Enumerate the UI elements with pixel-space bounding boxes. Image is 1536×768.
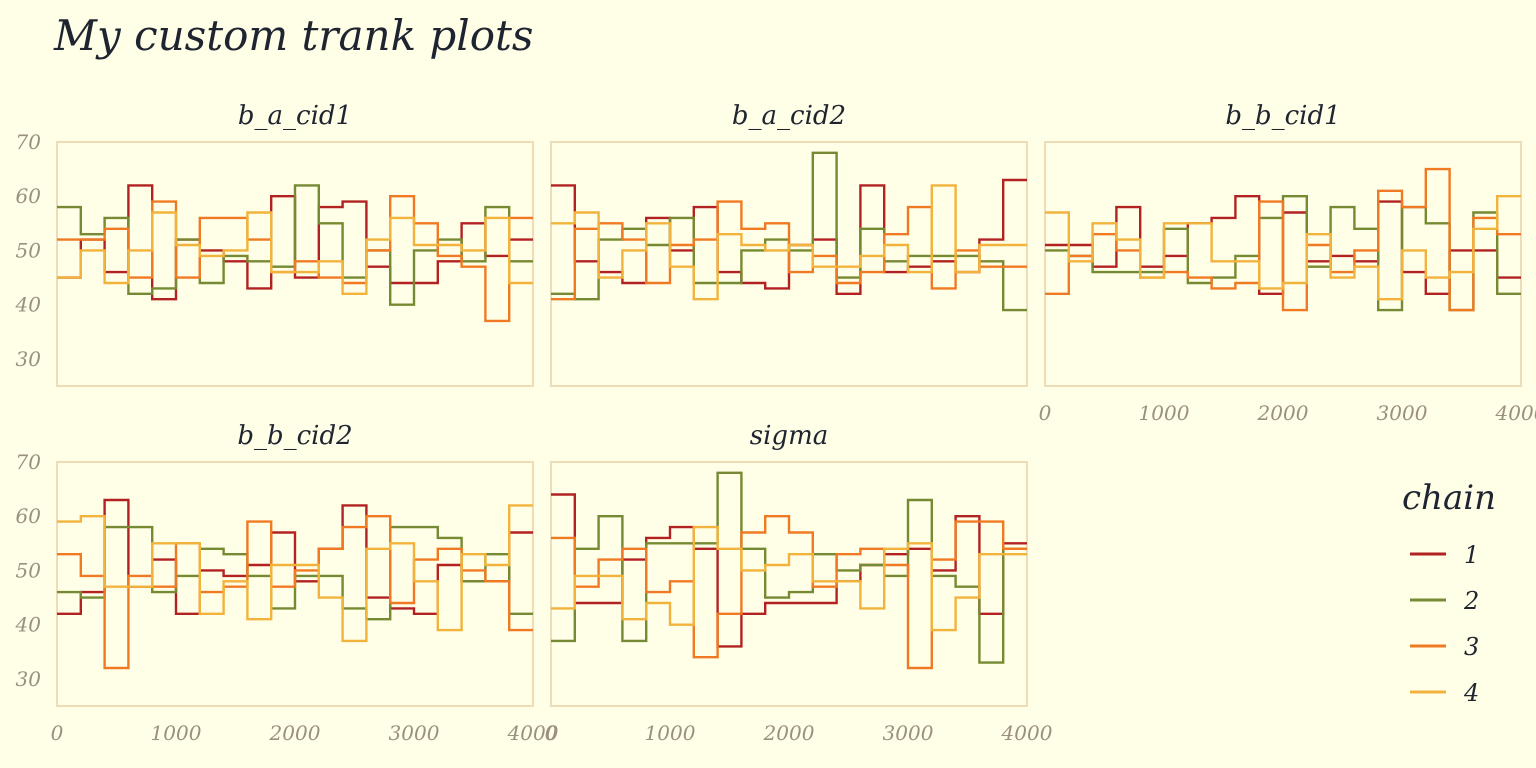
facet-title-b-a-cid1: b_a_cid1 [238, 101, 352, 131]
trace-chain-2-b-b-cid1 [1045, 195, 1521, 312]
facet-title-sigma: sigma [750, 421, 828, 451]
panel-frame [56, 461, 534, 707]
facet-title-b-a-cid2: b_a_cid2 [732, 101, 846, 131]
y-tick-label: 70 [16, 450, 42, 474]
x-tick-label: 3000 [883, 721, 934, 745]
legend-label-chain-3: 3 [1464, 633, 1479, 661]
y-tick-label: 30 [16, 347, 42, 371]
facet-title-b-b-cid2: b_b_cid2 [237, 421, 352, 451]
panel-frame [550, 141, 1028, 387]
panel-b-a-cid1: b_a_cid1 30 40 50 60 70 [15, 101, 534, 387]
y-tick-label: 70 [16, 130, 42, 154]
panel-frame [56, 141, 534, 387]
panel-b-a-cid2: b_a_cid2 [550, 101, 1028, 387]
trace-chain-4-b-a-cid2 [551, 184, 1027, 301]
x-tick-label: 4000 [1495, 401, 1536, 425]
chart-title: My custom trank plots [53, 11, 533, 60]
y-tick-label: 50 [16, 238, 42, 262]
panel-sigma: sigma 0 1000 2000 3000 4000 [545, 421, 1053, 745]
trace-chain-2-b-a-cid1 [57, 184, 533, 306]
x-tick-label: 1000 [1139, 401, 1190, 425]
legend-label-chain-1: 1 [1464, 541, 1479, 569]
panel-frame [550, 461, 1028, 707]
x-tick-label: 2000 [763, 721, 815, 745]
trace-chain-4-sigma [551, 525, 1027, 632]
y-tick-label: 40 [15, 293, 42, 317]
legend-title: chain [1402, 478, 1496, 518]
legend-label-chain-2: 2 [1463, 587, 1479, 615]
x-tick-label: 2000 [1257, 401, 1309, 425]
y-tick-label: 50 [16, 558, 42, 582]
y-tick-label: 60 [16, 504, 42, 528]
chain-legend: chain 1 2 3 4 [1402, 478, 1496, 707]
panel-b-b-cid2: b_b_cid2 30 40 50 60 70 0 1000 2000 3000 4000 [15, 421, 559, 745]
panel-b-b-cid1: b_b_cid1 0 1000 2000 3000 4000 [1039, 101, 1536, 425]
x-tick-label: 4000 [1001, 721, 1053, 745]
trace-chain-3-b-b-cid1 [1045, 167, 1521, 312]
trace-chain-4-b-b-cid2 [57, 504, 533, 643]
trace-chain-3-b-b-cid2 [57, 515, 533, 670]
x-tick-label: 0 [1039, 401, 1052, 425]
x-tick-label: 3000 [389, 721, 440, 745]
y-tick-label: 60 [16, 184, 42, 208]
x-tick-label: 1000 [645, 721, 696, 745]
trace-chain-4-b-b-cid1 [1045, 195, 1521, 301]
legend-label-chain-4: 4 [1463, 679, 1479, 707]
y-tick-label: 30 [16, 667, 42, 691]
x-tick-label: 1000 [151, 721, 202, 745]
y-tick-label: 40 [15, 613, 42, 637]
trace-chain-4-b-a-cid1 [57, 211, 533, 295]
x-tick-label: 0 [545, 721, 558, 745]
trace-chain-3-b-a-cid1 [57, 195, 533, 323]
x-tick-label: 4000 [507, 721, 559, 745]
x-tick-label: 2000 [269, 721, 321, 745]
x-tick-label: 3000 [1377, 401, 1428, 425]
trace-chain-2-b-b-cid2 [57, 525, 533, 621]
panel-frame [1044, 141, 1522, 387]
facet-title-b-b-cid1: b_b_cid1 [1225, 101, 1340, 131]
trace-chain-2-sigma [551, 471, 1027, 664]
x-tick-label: 0 [51, 721, 64, 745]
